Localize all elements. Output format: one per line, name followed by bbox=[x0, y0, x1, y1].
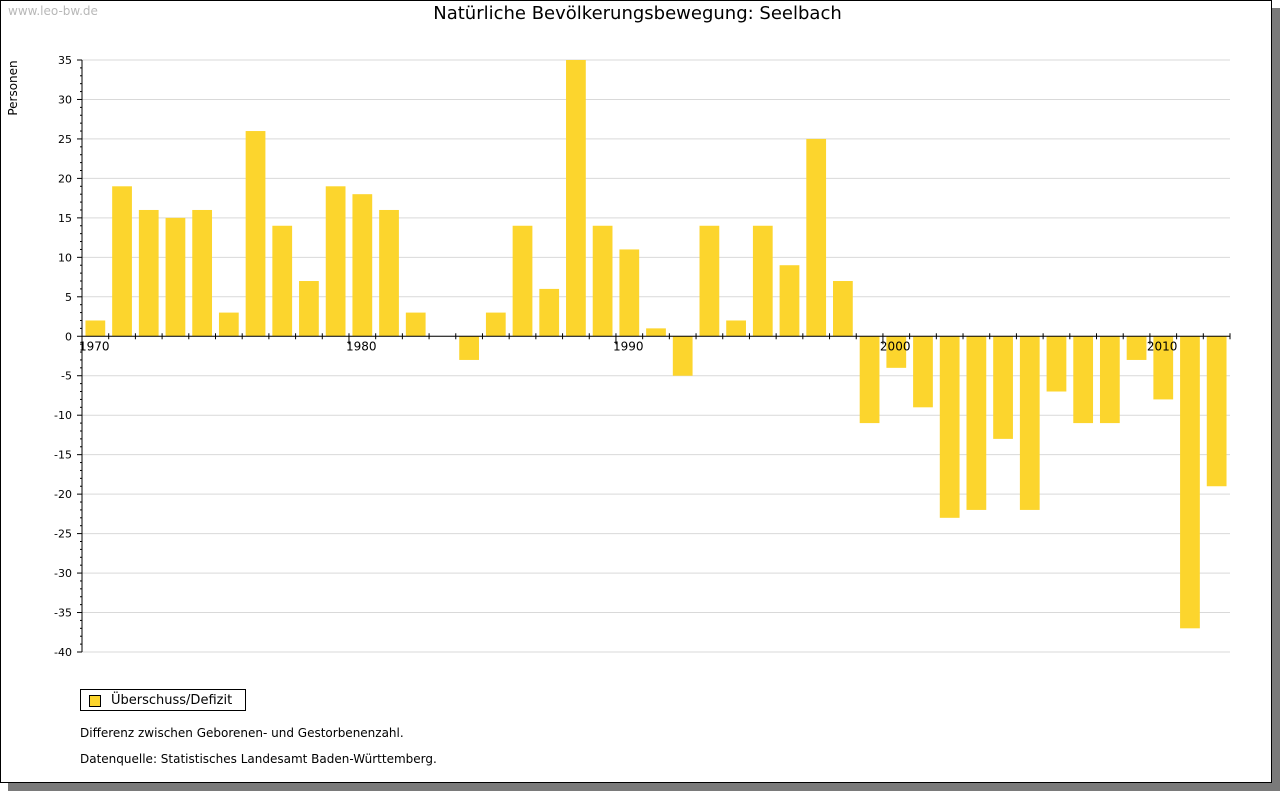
bar bbox=[726, 320, 746, 337]
y-tick-label: -25 bbox=[54, 528, 72, 541]
legend-label: Überschuss/Defizit bbox=[111, 693, 233, 708]
bar bbox=[299, 281, 319, 337]
y-tick-label: 35 bbox=[58, 54, 72, 67]
bar bbox=[459, 336, 479, 360]
bar-chart: 35 30 25 20 15 10 5 0 -5 -10 -15 -20 -25 -30 -35 -40 197… bbox=[54, 54, 1231, 659]
bar bbox=[966, 336, 987, 510]
footnote-source: Datenquelle: Statistisches Landesamt Bad… bbox=[80, 752, 437, 766]
y-tick-label: 10 bbox=[58, 251, 72, 264]
y-tick-label: 30 bbox=[58, 93, 72, 106]
y-tick-label: 15 bbox=[58, 212, 72, 225]
y-tick-label: -40 bbox=[54, 646, 72, 659]
bar bbox=[833, 281, 853, 337]
watermark: www.leo-bw.de bbox=[8, 4, 98, 18]
bar bbox=[993, 336, 1013, 439]
frame-shadow-bottom bbox=[8, 783, 1280, 791]
y-tick-label: -20 bbox=[54, 488, 72, 501]
bar bbox=[1126, 336, 1147, 360]
legend: Überschuss/Defizit bbox=[80, 689, 246, 711]
bar bbox=[272, 225, 293, 337]
bar bbox=[886, 336, 907, 368]
bar bbox=[752, 225, 773, 337]
bar bbox=[405, 312, 426, 337]
bar bbox=[1019, 336, 1040, 510]
bar bbox=[352, 194, 373, 337]
y-tick-label: 25 bbox=[58, 133, 72, 146]
y-tick-label: 20 bbox=[58, 172, 72, 185]
x-tick-label: 1970 bbox=[79, 339, 110, 353]
bar bbox=[1180, 336, 1200, 629]
y-tick-label: -30 bbox=[54, 567, 72, 580]
bar bbox=[806, 138, 827, 337]
bar bbox=[485, 312, 506, 337]
x-tick-label: 2010 bbox=[1147, 339, 1178, 353]
bar bbox=[218, 312, 239, 337]
bar bbox=[325, 186, 346, 337]
bar bbox=[112, 186, 132, 337]
y-tick-label: -35 bbox=[54, 607, 72, 620]
bar bbox=[165, 217, 186, 337]
bar bbox=[1073, 336, 1094, 424]
bar bbox=[379, 209, 399, 337]
y-tick-label: -5 bbox=[61, 370, 72, 383]
y-tick-label: -15 bbox=[54, 449, 72, 462]
bar bbox=[592, 225, 613, 337]
chart-title: Natürliche Bevölkerungsbewegung: Seelbac… bbox=[433, 3, 842, 24]
bar bbox=[619, 249, 640, 337]
bar bbox=[512, 225, 533, 337]
footnote-difference: Differenz zwischen Geborenen- und Gestor… bbox=[80, 726, 404, 740]
bar bbox=[85, 320, 106, 337]
bar bbox=[699, 225, 720, 337]
bar bbox=[192, 209, 213, 337]
bar bbox=[1046, 336, 1067, 392]
y-tick-label: -10 bbox=[54, 409, 72, 422]
x-tick-label: 1990 bbox=[613, 339, 644, 353]
bar bbox=[138, 209, 159, 337]
bar bbox=[539, 288, 560, 337]
y-tick-label: 0 bbox=[65, 330, 72, 343]
bar bbox=[913, 336, 933, 408]
x-tick-label: 1980 bbox=[346, 339, 377, 353]
bar bbox=[1099, 336, 1120, 424]
bar bbox=[779, 265, 800, 337]
legend-swatch bbox=[89, 695, 101, 707]
bar bbox=[939, 336, 960, 518]
x-tick-label: 2000 bbox=[880, 339, 911, 353]
bar bbox=[1153, 336, 1174, 400]
bar bbox=[1206, 336, 1227, 487]
bar bbox=[566, 60, 586, 337]
bar bbox=[245, 131, 266, 337]
bar bbox=[646, 328, 666, 337]
bar bbox=[672, 336, 693, 376]
y-tick-label: 5 bbox=[65, 291, 72, 304]
bar bbox=[859, 336, 880, 424]
frame-shadow-right bbox=[1272, 8, 1280, 791]
